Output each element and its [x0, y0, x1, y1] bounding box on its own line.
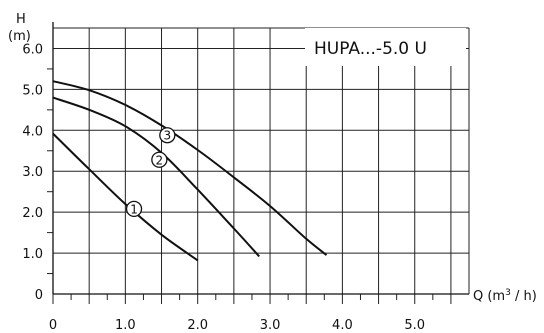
series-2-marker-circle: [151, 151, 168, 168]
y-tick-label: 2.0: [22, 206, 43, 221]
x-axis-label-sup: 3: [505, 288, 511, 298]
x-tick-label: 4.0: [332, 318, 353, 333]
x-axis-label-tail: / h): [511, 289, 537, 304]
series-1-marker-label: 1: [130, 202, 138, 216]
x-tick-label: 3.0: [260, 318, 281, 333]
grid: [53, 28, 469, 294]
y-tick-label: 5.0: [22, 83, 43, 98]
y-tick-label: 1.0: [22, 247, 43, 262]
chart-title: HUPA...-5.0 U: [314, 39, 427, 59]
x-tick-label: 2.0: [187, 318, 208, 333]
x-axis-label-main: Q (m: [473, 289, 505, 304]
series-1-curve: [52, 132, 199, 262]
title-box: [305, 28, 466, 66]
x-tick-label: 1.0: [115, 318, 136, 333]
y-tick-label: 3.0: [22, 165, 43, 180]
y-tick-label: 0: [35, 288, 43, 303]
series-2-marker-label: 2: [156, 153, 164, 167]
x-tick-label: 0: [49, 318, 57, 333]
series-markers: 1 2 3: [125, 127, 176, 218]
axes: 0 1.0 2.0 3.0 4.0 5.0 6.0 0 1.0 2.0 3.0 4.0 5.0: [22, 22, 470, 333]
series-3-marker-circle: [159, 127, 176, 144]
x-tick-label: 5.0: [404, 318, 425, 333]
series-3-marker-label: 3: [163, 129, 171, 143]
y-tick-label: 6.0: [22, 42, 43, 57]
series-1-marker-circle: [125, 200, 143, 218]
y-axis-label-unit: (m): [8, 29, 31, 44]
series-3-curve: [52, 80, 328, 256]
y-tick-label: 4.0: [22, 124, 43, 139]
x-axis-label: Q (m3 / h): [473, 288, 537, 304]
y-axis-label-symbol: H: [16, 12, 26, 27]
